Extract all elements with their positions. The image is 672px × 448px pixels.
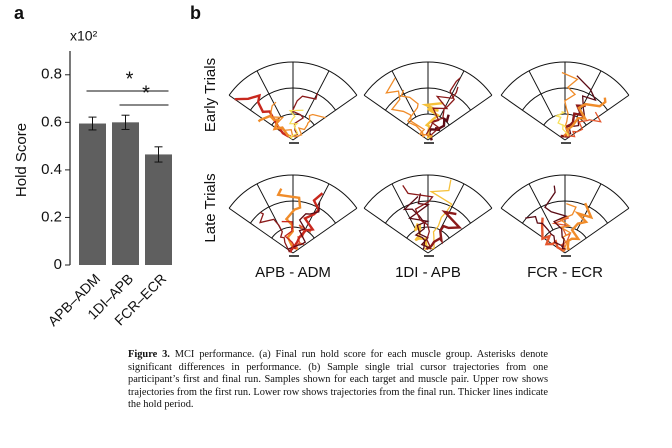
fan-spoke (500, 94, 566, 141)
fan-spoke (256, 70, 282, 118)
trajectory (551, 217, 572, 252)
trajectory (554, 111, 569, 137)
trajectory (288, 109, 304, 140)
trajectory (566, 202, 594, 251)
y-tick-label: 0.6 (41, 113, 62, 130)
trajectory (385, 77, 433, 137)
fan-spoke (391, 70, 417, 118)
axis-multiplier: x10² (70, 28, 98, 44)
fan-spoke (292, 207, 358, 254)
trajectory (291, 92, 319, 137)
column-label: 1DI - APB (395, 264, 461, 281)
fan-spoke (439, 183, 465, 231)
caption-text: MCI performance. (a) Final run hold scor… (128, 349, 548, 411)
trajectory (402, 196, 426, 250)
trajectory (563, 97, 607, 137)
bar (145, 154, 172, 265)
fan-diagram (228, 61, 358, 144)
trajectory (425, 210, 463, 251)
fan-spoke (391, 183, 417, 231)
fan-diagram (500, 174, 630, 257)
significance-marker: * (142, 82, 150, 104)
bar (112, 122, 139, 265)
trajectory (234, 93, 292, 138)
y-axis-label: Hold Score (13, 123, 30, 197)
trajectory (288, 201, 321, 250)
trajectory (564, 111, 602, 138)
fan-diagram (363, 174, 493, 257)
bar (79, 123, 106, 266)
trajectory (259, 211, 294, 253)
column-label: APB - ADM (255, 264, 331, 281)
y-tick-label: 0.2 (41, 208, 62, 225)
caption-label: Figure 3. (128, 349, 170, 360)
fan-spoke (500, 207, 566, 254)
trajectory (544, 185, 568, 250)
column-label: FCR - ECR (527, 264, 603, 281)
trajectory (293, 192, 324, 250)
trajectory (540, 217, 566, 252)
trajectory (281, 220, 295, 253)
row-label: Late Trials (202, 173, 219, 242)
caption: Figure 3. MCI performance. (a) Final run… (128, 349, 548, 412)
y-tick-label: 0 (54, 256, 62, 273)
y-tick-label: 0.4 (41, 161, 62, 178)
trajectory (257, 114, 291, 138)
significance-marker: * (126, 68, 134, 90)
trajectory (293, 113, 326, 138)
row-label: Early Trials (202, 58, 219, 132)
y-tick-label: 0.8 (41, 66, 62, 83)
fan-spoke (427, 94, 493, 141)
fan-diagram (363, 61, 493, 144)
trajectory (429, 179, 453, 250)
fan-spoke (363, 94, 429, 141)
fan-spoke (528, 183, 554, 231)
fan-diagram (228, 174, 358, 257)
figure-graphics: a b x10² Hold Score 00.20.40.60.8APB–ADM… (13, 3, 630, 329)
fan-spoke (564, 94, 630, 141)
trajectory (525, 215, 565, 250)
trajectory (402, 184, 434, 250)
panel-label: a (14, 3, 25, 23)
fan-spoke (564, 207, 630, 254)
trajectory (425, 86, 459, 137)
fan-spoke (528, 70, 554, 118)
fan-spoke (427, 207, 493, 254)
fan-spoke (363, 207, 429, 254)
fan-diagram (500, 61, 630, 144)
panel-label: b (190, 3, 201, 23)
fan-spoke (228, 207, 294, 254)
